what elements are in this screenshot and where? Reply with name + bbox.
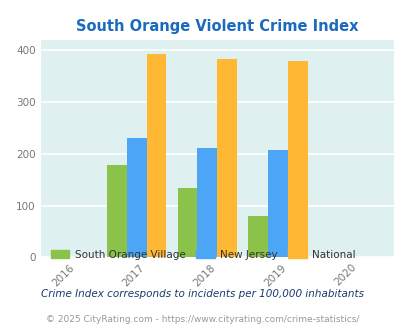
Text: Crime Index corresponds to incidents per 100,000 inhabitants: Crime Index corresponds to incidents per… [41, 289, 364, 299]
Legend: South Orange Village, New Jersey, National: South Orange Village, New Jersey, Nation… [46, 246, 359, 264]
Bar [177, 188, 197, 257]
Bar [248, 216, 267, 257]
Bar [197, 148, 217, 257]
Bar [126, 138, 146, 257]
Bar [107, 165, 126, 257]
Bar [287, 61, 307, 257]
Text: © 2025 CityRating.com - https://www.cityrating.com/crime-statistics/: © 2025 CityRating.com - https://www.city… [46, 315, 359, 324]
Bar [267, 150, 287, 257]
Title: South Orange Violent Crime Index: South Orange Violent Crime Index [76, 19, 358, 34]
Bar [146, 53, 166, 257]
Bar [217, 59, 237, 257]
